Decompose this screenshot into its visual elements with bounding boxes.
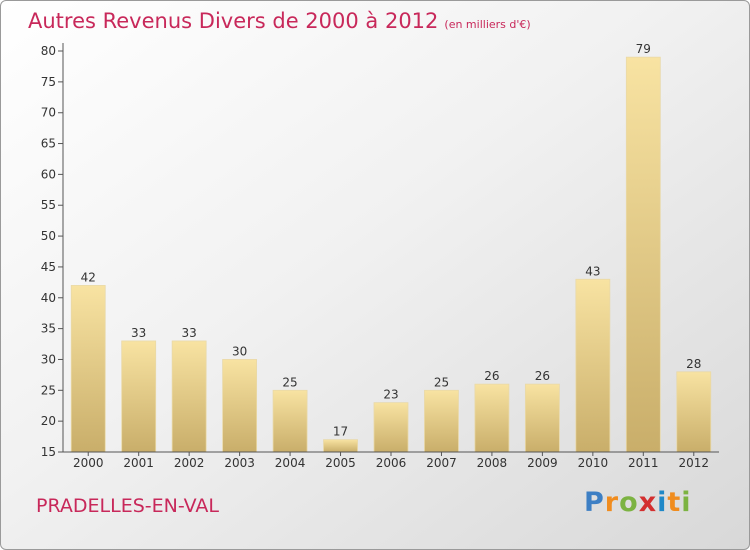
bars-group: 42 33 33 30 25 17 23 25 26 26 43 79 28 (70, 42, 712, 453)
x-tick-label-2011: 2011 (628, 456, 659, 470)
y-tick-label-15: 15 (41, 445, 56, 459)
logo-letter: i (681, 487, 692, 518)
place-name: PRADELLES-EN-VAL (36, 495, 219, 517)
y-tick-label-50: 50 (41, 229, 56, 243)
bar-value-label-2006: 23 (383, 388, 398, 402)
bar-2004 (272, 389, 308, 453)
bar-2003 (222, 359, 258, 453)
logo-letter: r (604, 487, 620, 518)
y-tick-label-40: 40 (41, 291, 56, 305)
bar-2008 (474, 383, 510, 453)
chart-subtitle: (en milliers d'€) (444, 18, 531, 31)
y-tick-label-25: 25 (41, 383, 56, 397)
x-tick-label-2010: 2010 (578, 456, 609, 470)
bar-value-label-2012: 28 (686, 357, 701, 371)
bar-value-label-2010: 43 (585, 264, 600, 278)
bar-value-label-2001: 33 (131, 326, 146, 340)
logo-letter: P (584, 487, 605, 518)
bar-2007 (424, 389, 459, 453)
chart-title-text: Autres Revenus Divers de 2000 à 2012 (28, 9, 439, 33)
y-tick-label-60: 60 (41, 167, 56, 181)
x-tick-label-2007: 2007 (426, 456, 457, 470)
x-tick-label-2001: 2001 (123, 456, 154, 470)
x-tick-label-2012: 2012 (678, 456, 709, 470)
logo-letter: i (657, 487, 668, 518)
bar-value-label-2003: 30 (232, 344, 247, 358)
bar-2009 (524, 383, 560, 453)
bar-value-label-2002: 33 (182, 326, 197, 340)
chart-title: Autres Revenus Divers de 2000 à 2012 (en … (28, 9, 531, 33)
bar-2002 (171, 340, 207, 453)
bar-2006 (373, 402, 409, 453)
x-tick-label-2009: 2009 (527, 456, 558, 470)
bar-value-label-2000: 42 (81, 270, 96, 284)
proxiti-logo: Proxiti (584, 487, 692, 518)
logo-letter: t (667, 487, 682, 518)
y-tick-label-35: 35 (41, 322, 56, 336)
x-tick-label-2008: 2008 (477, 456, 508, 470)
logo-letter: o (619, 487, 639, 518)
x-tick-label-2000: 2000 (73, 456, 104, 470)
y-tick-label-70: 70 (41, 106, 56, 120)
bar-2000 (70, 285, 106, 453)
bar-value-label-2007: 25 (434, 375, 449, 389)
x-tick-label-2005: 2005 (325, 456, 356, 470)
bar-2011 (625, 56, 661, 453)
y-tick-label-20: 20 (41, 414, 56, 428)
bar-2012 (676, 371, 712, 453)
x-tick-label-2004: 2004 (275, 456, 306, 470)
y-axis: 15 20 25 30 35 40 45 50 55 60 65 70 75 80 (41, 43, 64, 459)
bar-2010 (575, 278, 611, 453)
logo-letter: x (638, 487, 658, 518)
bar-value-label-2004: 25 (282, 375, 297, 389)
y-tick-label-75: 75 (41, 75, 56, 89)
bar-2001 (121, 340, 157, 453)
bar-value-label-2009: 26 (535, 369, 550, 383)
bar-value-label-2011: 79 (636, 42, 651, 56)
y-tick-label-80: 80 (41, 44, 56, 58)
y-tick-label-30: 30 (41, 352, 56, 366)
y-tick-label-45: 45 (41, 260, 56, 274)
bar-2005 (323, 439, 358, 453)
x-tick-label-2002: 2002 (174, 456, 205, 470)
x-tick-label-2003: 2003 (224, 456, 255, 470)
x-axis: 2000 2001 2002 2003 2004 2005 2006 2007 2008 2009… (63, 451, 719, 470)
y-tick-label-65: 65 (41, 137, 56, 151)
bar-value-label-2005: 17 (333, 425, 348, 439)
bar-value-label-2008: 26 (484, 369, 499, 383)
y-tick-label-55: 55 (41, 198, 56, 212)
x-tick-label-2006: 2006 (376, 456, 407, 470)
